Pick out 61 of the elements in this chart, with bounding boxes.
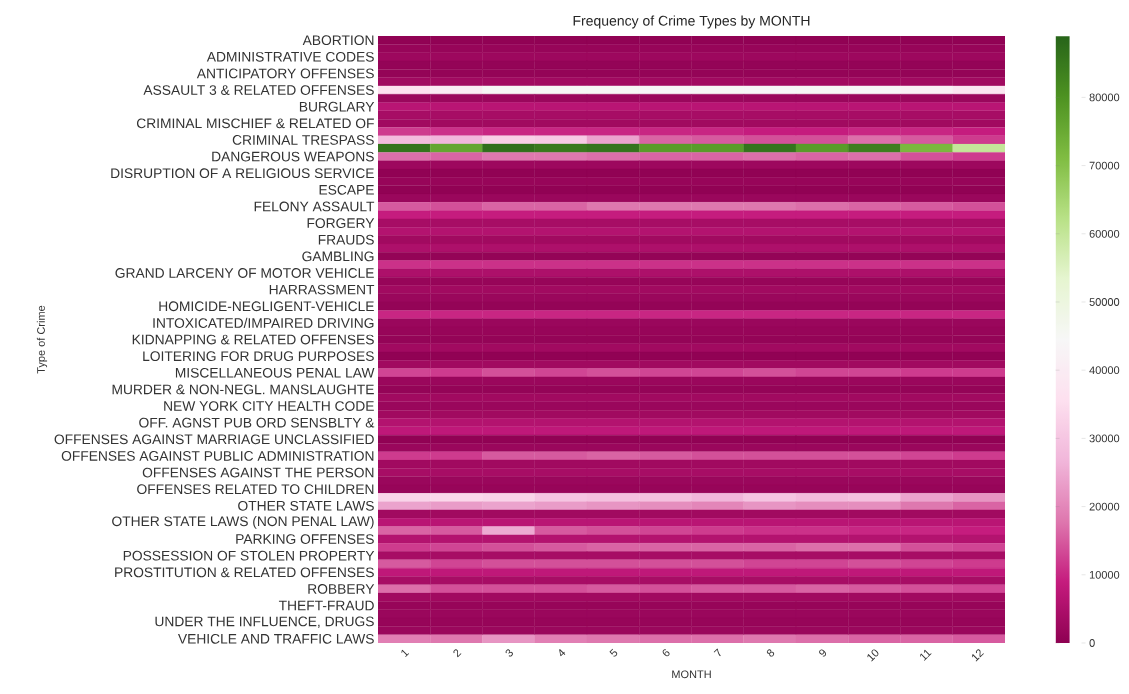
y-tick-label: INTOXICATED/IMPAIRED DRIVING xyxy=(153,317,374,328)
y-tick-label: LOITERING FOR DRUG PURPOSES xyxy=(143,351,374,362)
y-tick-label: ABORTION xyxy=(302,35,374,46)
y-tick-label: DISRUPTION OF A RELIGIOUS SERVICE xyxy=(111,168,374,179)
y-tick-label: ADMINISTRATIVE CODES xyxy=(206,51,374,62)
x-tick-label: 6 xyxy=(662,649,670,657)
y-tick-label: DANGEROUS WEAPONS xyxy=(212,151,374,162)
x-tick-label: 8 xyxy=(766,649,775,657)
y-tick-label: OTHER STATE LAWS (NON PENAL LAW) xyxy=(112,516,374,529)
x-tick-label: 12 xyxy=(971,649,984,662)
y-tick-label: PARKING OFFENSES xyxy=(236,534,374,544)
chart-title: Frequency of Crime Types by MONTH xyxy=(573,15,810,29)
y-tick-label: CRIMINAL TRESPASS xyxy=(232,135,374,145)
y-tick-label: HARRASSMENT xyxy=(269,284,375,295)
y-tick-label: OFFENSES AGAINST THE PERSON xyxy=(142,467,374,478)
y-tick-label: KIDNAPPING & RELATED OFFENSES xyxy=(132,334,374,345)
x-tick-label: 9 xyxy=(819,649,827,657)
y-tick-label: ESCAPE xyxy=(319,184,374,195)
color-bar-label: 60000 xyxy=(1089,229,1120,238)
y-tick-label: ANTICIPATORY OFFENSES xyxy=(196,68,374,79)
color-bar-label: 0 xyxy=(1089,639,1095,647)
x-tick-label: 2 xyxy=(453,649,462,658)
y-tick-label: OFFENSES AGAINST MARRIAGE UNCLASSIFIED xyxy=(54,434,374,445)
color-bar-label: 20000 xyxy=(1089,502,1120,511)
x-tick-label: 10 xyxy=(867,649,879,662)
y-tick-label: FORGERY xyxy=(307,218,375,228)
color-bar-label: 30000 xyxy=(1089,434,1120,443)
y-tick-label: OFF. AGNST PUB ORD SENSBLTY & xyxy=(139,417,375,428)
y-tick-label: PROSTITUTION & RELATED OFFENSES xyxy=(115,567,374,578)
x-tick-label: 3 xyxy=(505,649,513,657)
color-bar-label: 80000 xyxy=(1089,93,1120,102)
y-tick-label: GRAND LARCENY OF MOTOR VEHICLE xyxy=(115,268,374,278)
y-tick-label: UNDER THE INFLUENCE, DRUGS xyxy=(155,616,374,628)
y-tick-label: OFFENSES AGAINST PUBLIC ADMINISTRATION xyxy=(61,451,374,461)
x-tick-label: 5 xyxy=(609,648,618,657)
y-tick-label: MISCELLANEOUS PENAL LAW xyxy=(175,367,375,378)
y-tick-label: HOMICIDE-NEGLIGENT-VEHICLE xyxy=(159,301,374,312)
y-tick-label: BURGLARY xyxy=(299,101,375,112)
x-tick-label: 1 xyxy=(401,649,410,658)
y-tick-label: FRAUDS xyxy=(318,234,374,245)
x-tick-label: 11 xyxy=(920,649,932,661)
color-bar-label: 70000 xyxy=(1089,161,1120,170)
y-tick-label: FELONY ASSAULT xyxy=(254,201,375,212)
y-tick-label: ROBBERY xyxy=(308,584,375,594)
y-tick-label: GAMBLING xyxy=(302,251,374,262)
y-tick-label: ASSAULT 3 & RELATED OFFENSES xyxy=(143,85,374,95)
y-axis-title: Type of Crime xyxy=(36,305,48,374)
y-tick-label: VEHICLE AND TRAFFIC LAWS xyxy=(177,633,374,644)
x-axis-title: MONTH xyxy=(672,670,711,679)
color-bar-label: 10000 xyxy=(1089,570,1120,579)
y-tick-label: OFFENSES RELATED TO CHILDREN xyxy=(137,484,374,495)
x-tick-label: 4 xyxy=(559,648,566,657)
y-tick-label: OTHER STATE LAWS xyxy=(238,500,374,511)
y-tick-label: CRIMINAL MISCHIEF & RELATED OF xyxy=(136,118,374,129)
color-bar-label: 40000 xyxy=(1089,366,1120,375)
y-tick-label: MURDER & NON-NEGL. MANSLAUGHTE xyxy=(112,384,374,395)
y-tick-label: POSSESSION OF STOLEN PROPERTY xyxy=(123,550,375,561)
x-tick-label: 7 xyxy=(713,648,721,657)
y-tick-label: NEW YORK CITY HEALTH CODE xyxy=(164,401,374,411)
y-tick-label: THEFT-FRAUD xyxy=(278,600,374,611)
color-bar-label: 50000 xyxy=(1089,298,1120,306)
